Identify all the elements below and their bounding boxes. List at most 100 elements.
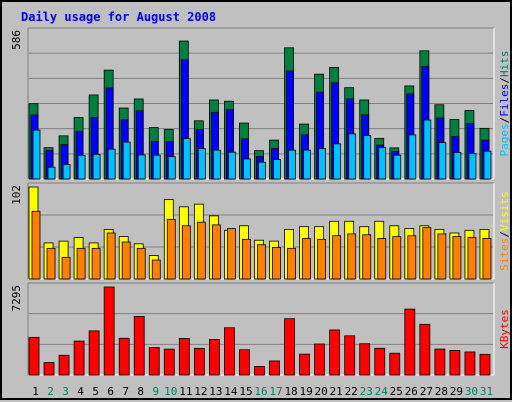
bar-pages — [197, 148, 206, 180]
bar-pages — [47, 166, 56, 180]
x-tick-label: 23 — [360, 385, 373, 398]
bar-kbytes — [419, 323, 431, 376]
bar-kbytes — [224, 327, 235, 376]
bar-sites — [166, 219, 176, 280]
x-tick-label: 16 — [254, 385, 267, 398]
bar-kbytes — [193, 347, 205, 376]
bar-kbytes — [118, 337, 130, 376]
bar-pages — [137, 154, 146, 180]
bar-kbytes — [359, 343, 371, 376]
x-tick-label: 21 — [330, 385, 343, 398]
bar-sites — [46, 247, 56, 280]
x-tick-label: 11 — [179, 385, 192, 398]
bar-kbytes — [133, 316, 145, 376]
bar-pages — [243, 158, 251, 180]
legend-label: / — [498, 117, 511, 124]
bar-pages — [333, 143, 342, 180]
bar-kbytes — [254, 365, 265, 376]
x-tick-label: 25 — [390, 385, 403, 398]
bar-kbytes — [284, 318, 295, 376]
bar-sites — [407, 235, 417, 280]
bar-pages — [318, 148, 327, 180]
bar-sites — [272, 247, 281, 280]
bar-kbytes — [344, 335, 356, 376]
x-tick-label: 14 — [224, 385, 238, 398]
x-tick-label: 10 — [164, 385, 177, 398]
x-tick-label: 8 — [137, 385, 144, 398]
bar-kbytes — [178, 338, 190, 376]
bar-sites — [482, 238, 492, 280]
bar-pages — [107, 148, 116, 180]
bar-sites — [76, 247, 86, 280]
bar-pages — [152, 154, 161, 180]
legend-label: / — [498, 77, 511, 84]
x-tick-label: 13 — [209, 385, 222, 398]
bar-kbytes — [163, 348, 175, 376]
bar-kbytes — [103, 286, 115, 376]
bar-kbytes — [404, 308, 416, 376]
bar-kbytes — [269, 360, 280, 376]
bar-pages — [122, 141, 131, 180]
bar-kbytes — [329, 329, 341, 376]
x-tick-label: 1 — [32, 385, 39, 398]
bar-pages — [92, 154, 101, 180]
bar-sites — [106, 232, 116, 280]
bar-kbytes — [148, 347, 160, 376]
bar-pages — [258, 161, 266, 180]
bar-kbytes — [88, 330, 100, 376]
x-tick-label: 17 — [269, 385, 282, 398]
x-tick-label: 12 — [194, 385, 207, 398]
bar-sites — [242, 238, 251, 280]
x-tick-label: 15 — [239, 385, 252, 398]
x-tick-label: 26 — [405, 385, 418, 398]
bar-sites — [452, 236, 462, 280]
bar-pages — [182, 138, 191, 180]
bar-sites — [347, 233, 357, 280]
bar-sites — [227, 228, 236, 280]
x-tick-label: 24 — [375, 385, 389, 398]
legend-label: KBytes — [498, 309, 511, 349]
bar-sites — [467, 237, 477, 280]
bar-pages — [77, 155, 86, 180]
x-tick-label: 29 — [450, 385, 463, 398]
y-max-label: 102 — [10, 185, 23, 205]
bar-kbytes — [58, 354, 70, 376]
bar-sites — [392, 236, 402, 280]
bar-kbytes — [389, 352, 401, 376]
bar-sites — [422, 227, 432, 280]
bar-pages — [212, 149, 221, 180]
x-tick-label: 19 — [299, 385, 312, 398]
x-tick-label: 27 — [420, 385, 433, 398]
bar-kbytes — [239, 349, 250, 376]
x-tick-label: 9 — [152, 385, 159, 398]
bar-sites — [151, 259, 161, 280]
bar-sites — [211, 224, 221, 280]
bar-sites — [257, 244, 266, 280]
x-tick-label: 18 — [284, 385, 297, 398]
legend-label: Hits — [498, 51, 511, 78]
x-tick-label: 7 — [122, 385, 129, 398]
bar-pages — [423, 119, 432, 180]
bar-kbytes — [434, 348, 446, 376]
bar-kbytes — [449, 350, 461, 376]
legend-label: / — [498, 231, 511, 238]
bar-sites — [121, 241, 131, 280]
bar-pages — [468, 153, 477, 180]
x-tick-label: 5 — [92, 385, 99, 398]
bar-pages — [453, 152, 462, 180]
bar-pages — [167, 156, 176, 180]
bar-sites — [317, 238, 327, 280]
bar-pages — [228, 151, 236, 180]
bar-sites — [181, 225, 191, 280]
x-tick-label: 2 — [47, 385, 54, 398]
chart-title: Daily usage for August 2008 — [21, 10, 216, 24]
bar-pages — [363, 135, 372, 180]
bar-pages — [348, 133, 357, 180]
bar-pages — [378, 147, 387, 180]
x-tick-label: 20 — [315, 385, 328, 398]
x-tick-label: 3 — [62, 385, 69, 398]
bar-sites — [31, 210, 41, 280]
bar-sites — [332, 235, 342, 280]
legend-label: Visits — [498, 191, 511, 231]
